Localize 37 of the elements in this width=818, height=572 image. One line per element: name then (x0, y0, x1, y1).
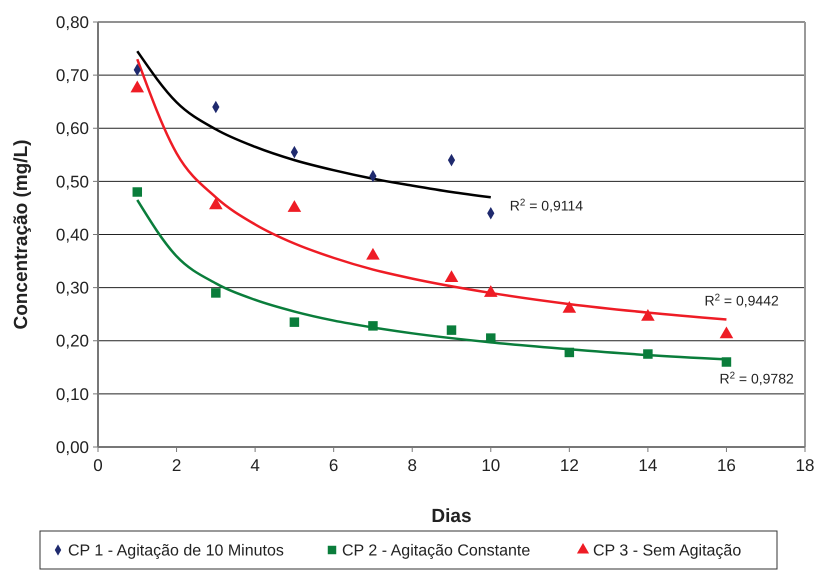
x-tick-label: 0 (93, 456, 103, 475)
annotation: R$^{2}$ = 0,9114 (510, 196, 584, 214)
annotation: R$^{2}$ = 0,9442 (704, 292, 780, 308)
annotation: R$^{2}$ = 0,9782 (719, 370, 794, 386)
legend-label: CP 1 - Agitação de 10 Minutos (68, 542, 284, 560)
y-tick-label: 0,20 (56, 332, 89, 351)
x-tick-label: 12 (560, 456, 579, 475)
y-tick-label: 0,40 (56, 225, 89, 244)
y-tick-label: 0,60 (56, 119, 89, 138)
line-series (136, 50, 492, 199)
legend-label: CP 2 - Agitação Constante (342, 542, 530, 560)
point (368, 321, 378, 331)
point (643, 349, 653, 359)
y-tick-label: 0,70 (56, 66, 89, 86)
x-axis-title: Dias (431, 506, 472, 527)
x-tick-label: 6 (328, 456, 338, 475)
x-tick-label: 2 (172, 456, 182, 475)
legend-label: CP 3 - Sem Agitação (593, 542, 742, 560)
x-tick-label: 4 (250, 456, 260, 475)
x-tick-label: 16 (716, 456, 736, 475)
point (722, 357, 732, 367)
x-tick-label: 8 (407, 456, 417, 475)
y-tick-label: 0,80 (56, 12, 89, 32)
y-tick-label: 0,50 (56, 172, 89, 192)
point (446, 325, 456, 335)
point (290, 317, 300, 327)
y-tick-label: 0,30 (56, 278, 89, 298)
x-tick-label: 14 (638, 456, 658, 475)
point (486, 333, 496, 343)
x-tick-label: 18 (796, 456, 814, 475)
point (211, 288, 221, 298)
point (564, 348, 574, 358)
y-tick-label: 0,00 (56, 438, 89, 457)
y-tick-label: 0,10 (56, 384, 89, 404)
point (132, 187, 142, 197)
x-tick-label: 10 (481, 456, 500, 475)
y-axis-title: Concentração (mg/L) (11, 139, 32, 330)
